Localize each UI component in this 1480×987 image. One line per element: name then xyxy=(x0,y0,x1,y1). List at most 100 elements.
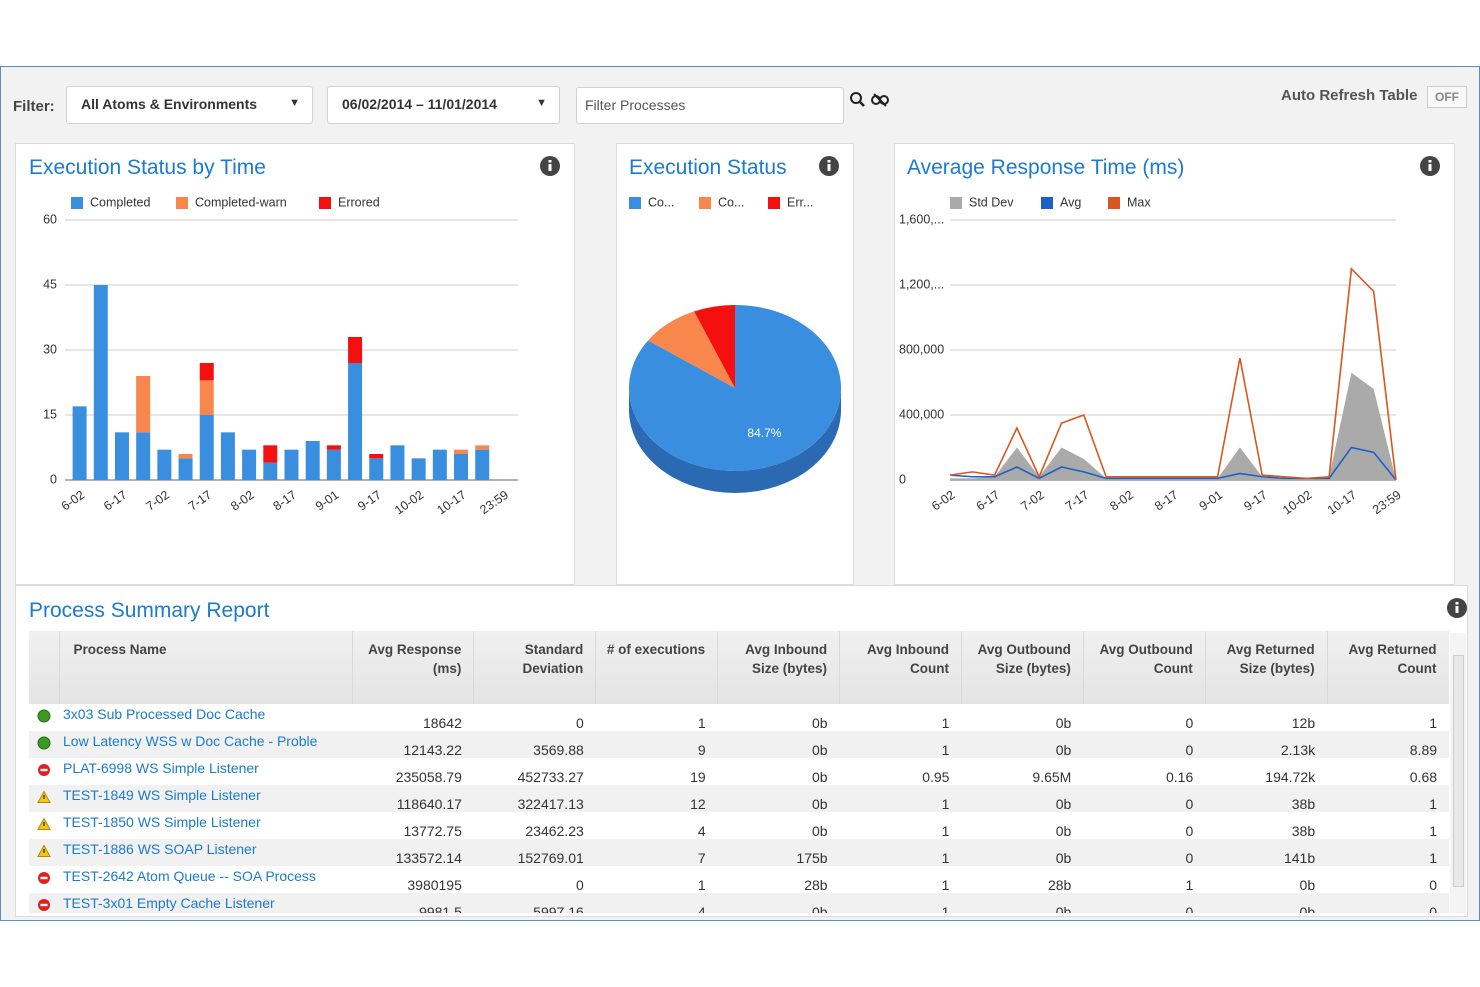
table-cell: 0 xyxy=(1083,731,1206,758)
table-cell: 12 xyxy=(595,785,718,812)
header-cell: Process Name xyxy=(59,631,353,704)
scroll-thumb[interactable] xyxy=(1453,655,1464,887)
table-cell: 0 xyxy=(1185,715,1194,731)
table-cell: 133572.14 xyxy=(352,839,474,866)
table-cell: 1 xyxy=(839,839,962,866)
scrollbar[interactable] xyxy=(1450,633,1466,913)
table-cell: 452733.27 xyxy=(517,769,584,785)
header-cell: Avg Inbound Count xyxy=(839,631,962,704)
date-dropdown[interactable]: 06/02/2014 – 11/01/2014 ▼ xyxy=(327,86,560,124)
status-cell xyxy=(29,839,59,866)
status-warning xyxy=(37,844,51,857)
table-cell: 5997.16 xyxy=(473,893,596,913)
table-cell: 0b xyxy=(811,823,828,839)
process-name: 3x03 Sub Processed Doc Cache xyxy=(63,706,266,722)
table-cell: 1 xyxy=(941,877,950,893)
table-cell: 9981.5 xyxy=(352,893,474,913)
header-cell: Avg Inbound Size (bytes) xyxy=(717,631,841,704)
table-cell: 322417.13 xyxy=(473,785,596,812)
panel-title: Process Summary Report xyxy=(29,599,270,622)
table-cell: 1 xyxy=(941,715,950,731)
table-row: TEST-3x01 Empty Cache Listener 9981.5 5997… xyxy=(29,893,1449,913)
panel-title: Execution Status xyxy=(629,156,787,179)
filter-input[interactable]: Filter Processes xyxy=(576,87,844,124)
status-cell xyxy=(29,812,59,839)
header-cell: Avg Outbound Count xyxy=(1083,631,1206,704)
table-row: TEST-1886 WS SOAP Listener 133572.14 15276… xyxy=(29,839,1449,866)
table-cell: 1 xyxy=(839,731,962,758)
date-text: 06/02/2014 – 11/01/2014 xyxy=(342,96,497,112)
table-row: TEST-1849 WS Simple Listener 118640.17 322… xyxy=(29,785,1449,812)
status-cell xyxy=(29,758,59,785)
table-cell: 0b xyxy=(1055,715,1072,731)
table-cell: 0 xyxy=(1327,893,1449,913)
header-cell: Avg Returned Size (bytes) xyxy=(1205,631,1328,704)
table-cell: 0b xyxy=(1055,823,1072,839)
table-cell: 0 xyxy=(1185,823,1194,839)
status-warning xyxy=(37,790,51,803)
status-ok xyxy=(37,709,51,723)
table-row: TEST-1850 WS Simple Listener 13772.75 2346… xyxy=(29,812,1449,839)
table-cell: 0b xyxy=(717,893,840,913)
table-row: PLAT-6998 WS Simple Listener 235058.79 452… xyxy=(29,758,1449,785)
table-cell: 194.72k xyxy=(1265,769,1316,785)
process-name: TEST-1886 WS SOAP Listener xyxy=(59,839,352,866)
table-cell: 0b xyxy=(961,731,1084,758)
table-cell: 28b xyxy=(804,877,828,893)
table-cell: 0 xyxy=(1429,877,1438,893)
table-cell: 18642 xyxy=(422,715,462,731)
table-cell: 12143.22 xyxy=(352,731,474,758)
panel-title: Execution Status by Time xyxy=(29,156,266,179)
search-icon xyxy=(850,92,862,104)
header-row: Process Name Avg Response (ms) Standard De… xyxy=(29,631,1449,704)
table-cell: 1 xyxy=(1327,839,1449,866)
table-cell: 0b xyxy=(717,785,840,812)
table-cell: 0.95 xyxy=(922,769,950,785)
table-cell: 1 xyxy=(697,877,706,893)
table-cell: 152769.01 xyxy=(473,839,596,866)
table-cell: 1 xyxy=(1327,785,1449,812)
process-name: TEST-1849 WS Simple Listener xyxy=(59,785,352,812)
status-cell xyxy=(29,704,59,731)
table-cell: 4 xyxy=(697,823,706,839)
dropdown-arrow: ▼ xyxy=(536,97,547,109)
table-cell: 0b xyxy=(1205,893,1328,913)
status-cell xyxy=(29,893,59,913)
table-cell: 0 xyxy=(1083,893,1206,913)
table-cell: 3569.88 xyxy=(473,731,596,758)
process-name: TEST-2642 Atom Queue -- SOA Process xyxy=(63,868,316,884)
table-cell: 118640.17 xyxy=(352,785,474,812)
header-cell: Avg Response (ms) xyxy=(352,631,475,704)
table-cell: 12b xyxy=(1291,715,1316,731)
table-wrap: Process Name Avg Response (ms) Standard De… xyxy=(29,631,1449,913)
auto-refresh-toggle[interactable]: OFF xyxy=(1427,86,1467,108)
header-cell xyxy=(29,631,60,704)
report-table: Process Name Avg Response (ms) Standard De… xyxy=(29,631,1449,913)
panel xyxy=(15,143,575,585)
table-cell: 4 xyxy=(595,893,718,913)
status-ok xyxy=(37,736,51,750)
table-cell: 1 xyxy=(839,785,962,812)
table-cell: 0 xyxy=(575,715,584,731)
search-icons[interactable] xyxy=(848,90,892,112)
atoms-dropdown[interactable]: All Atoms & Environments ▼ xyxy=(66,86,313,124)
header-cell: Standard Deviation xyxy=(473,631,597,704)
panel-title: Average Response Time (ms) xyxy=(907,156,1185,179)
status-cell xyxy=(29,785,59,812)
process-name: TEST-1850 WS Simple Listener xyxy=(63,814,261,830)
table-cell: 0.16 xyxy=(1165,769,1194,785)
table-cell: 28b xyxy=(1047,877,1072,893)
table-cell: 0 xyxy=(1083,839,1206,866)
table-cell: 0b xyxy=(811,769,828,785)
table-cell: 0.68 xyxy=(1409,769,1438,785)
header-cell: Avg Outbound Size (bytes) xyxy=(961,631,1084,704)
status-error xyxy=(38,764,50,776)
panel xyxy=(616,143,854,585)
clear-icon xyxy=(873,93,887,107)
status-cell xyxy=(29,866,59,893)
filter-placeholder: Filter Processes xyxy=(585,97,686,113)
table-cell: 0 xyxy=(575,877,584,893)
table-cell: 1 xyxy=(1429,715,1438,731)
